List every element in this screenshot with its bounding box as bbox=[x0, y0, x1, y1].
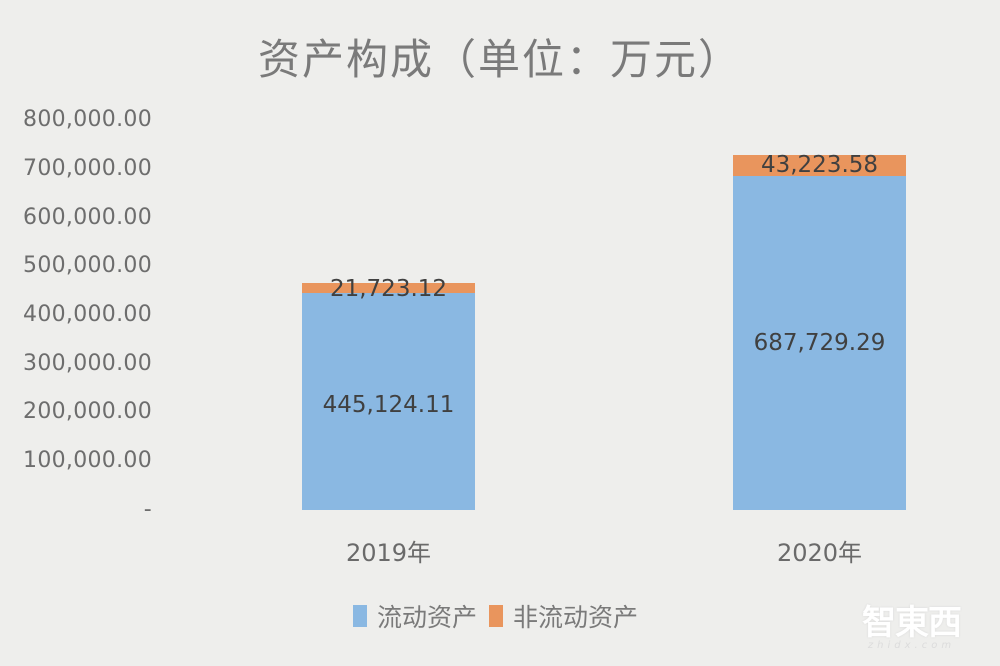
x-label-2019: 2019年 bbox=[345, 539, 432, 567]
legend-swatch-blue bbox=[353, 605, 367, 627]
legend-label: 非流动资产 bbox=[513, 603, 639, 632]
y-tick: 400,000.00 bbox=[23, 302, 152, 327]
y-tick: 200,000.00 bbox=[23, 399, 152, 424]
data-label-current-2020: 687,729.29 bbox=[753, 330, 886, 356]
bar-2020: 43,223.58 687,729.29 bbox=[733, 152, 906, 510]
data-label-current-2019: 445,124.11 bbox=[322, 392, 455, 418]
watermark-logo: 智東西 zhidx.com bbox=[862, 595, 962, 651]
bar-segment-current-assets bbox=[302, 293, 475, 510]
y-tick: 500,000.00 bbox=[23, 253, 152, 278]
legend-item-noncurrent-assets: 非流动资产 bbox=[489, 598, 638, 634]
legend-label: 流动资产 bbox=[377, 603, 478, 632]
legend-item-current-assets: 流动资产 bbox=[353, 598, 477, 634]
x-label-2020: 2020年 bbox=[776, 539, 863, 567]
y-tick: 300,000.00 bbox=[23, 351, 152, 376]
data-label-noncurrent-2020: 43,223.58 bbox=[760, 152, 879, 178]
bar-segment-noncurrent-assets bbox=[733, 155, 906, 176]
legend: 流动资产 非流动资产 bbox=[353, 598, 650, 634]
y-tick: 600,000.00 bbox=[23, 205, 152, 230]
y-tick: 100,000.00 bbox=[23, 448, 152, 473]
y-tick: 800,000.00 bbox=[23, 107, 152, 132]
y-tick: - bbox=[143, 497, 152, 522]
data-label-noncurrent-2019: 21,723.12 bbox=[329, 276, 448, 302]
legend-swatch-orange bbox=[489, 605, 504, 627]
watermark-text: 智東西 bbox=[862, 603, 962, 643]
chart-title: 资产构成（单位：万元） bbox=[257, 35, 742, 84]
y-tick: 700,000.00 bbox=[23, 156, 152, 181]
bar-2019: 21,723.12 445,124.11 bbox=[302, 276, 475, 510]
bar-segment-noncurrent-assets bbox=[302, 283, 475, 293]
watermark-subtext: zhidx.com bbox=[867, 640, 956, 651]
bar-segment-current-assets bbox=[733, 176, 906, 510]
